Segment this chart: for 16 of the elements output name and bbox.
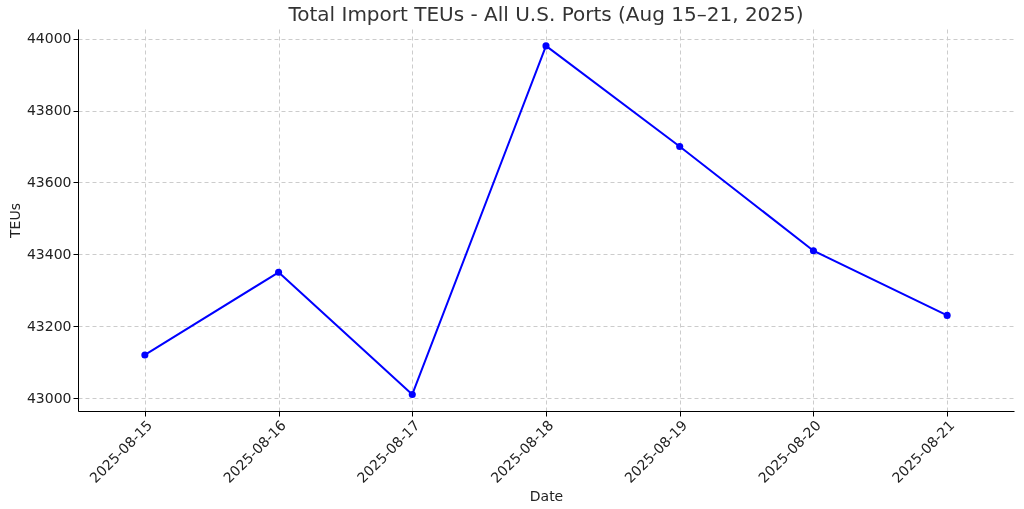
point xyxy=(676,142,684,151)
y-tick-label: 43400 xyxy=(26,245,72,262)
point xyxy=(809,247,817,255)
y-axis-title: TEUs xyxy=(6,203,23,239)
y-tick-label: 43000 xyxy=(26,389,72,406)
point xyxy=(141,351,149,359)
chart-title: Total Import TEUs - All U.S. Ports (Aug 15–21, 2025) xyxy=(287,2,804,26)
point xyxy=(943,311,951,319)
y-tick-label: 43800 xyxy=(26,102,72,119)
point xyxy=(275,268,283,276)
y-tick-label: 43600 xyxy=(26,173,72,190)
x-axis-title: Date xyxy=(529,487,564,504)
y-tick-label: 43200 xyxy=(26,317,72,334)
y-tick-label: 44000 xyxy=(26,30,72,47)
point xyxy=(408,390,416,398)
point xyxy=(542,42,550,50)
